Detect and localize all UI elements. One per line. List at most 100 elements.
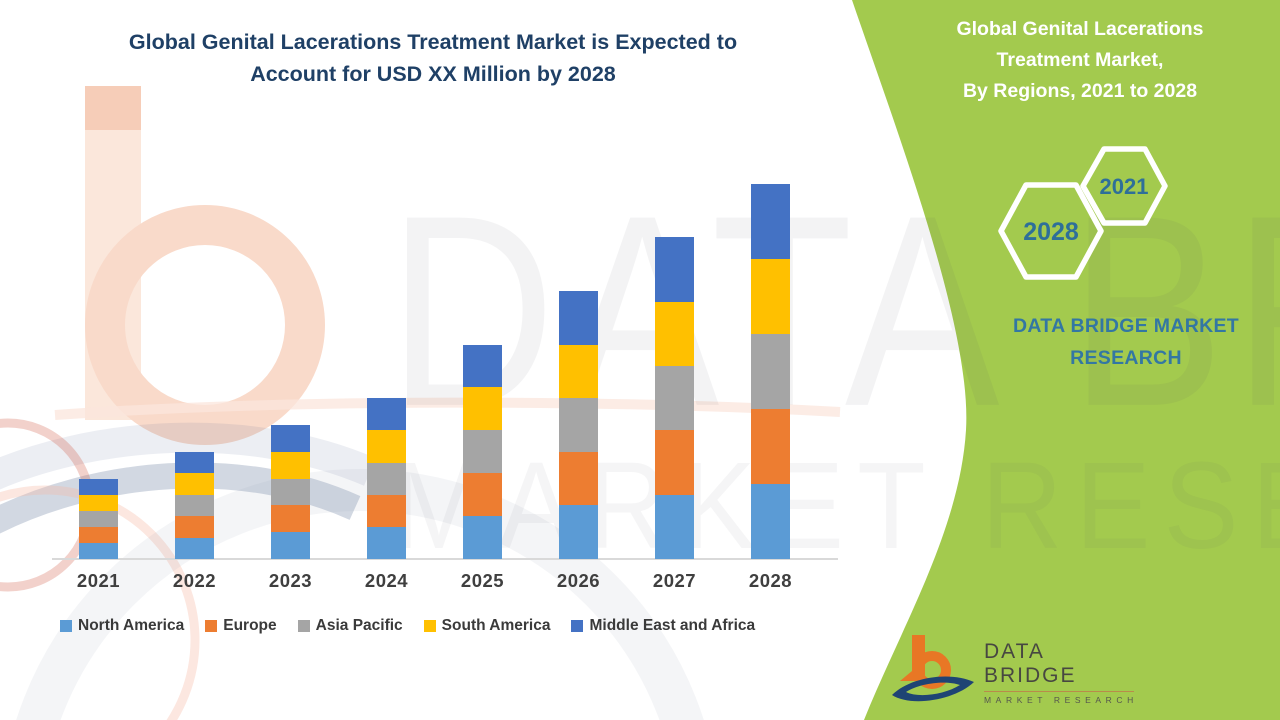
legend-item-europe: Europe [205,617,277,635]
logo-b-bowl [913,650,951,689]
legend-swatch-icon [297,620,310,632]
stacked-bar-2027 [655,237,694,559]
bar-segment-south-america [271,451,310,479]
side-panel-title-line1: Global Genital Lacerations [956,18,1204,40]
x-axis-label-2024: 2024 [364,570,409,591]
footer-brand-name: DATA BRIDGE [984,640,1134,692]
side-panel-title-line2: Treatment Market, [996,49,1164,71]
x-axis-label-2028: 2028 [748,570,793,591]
bar-segment-south-america [79,494,118,511]
bar-segment-asia-pacific [175,494,214,517]
x-axis-line [52,558,838,560]
bar-segment-middle-east-and-africa [655,237,694,302]
x-axis-label-2026: 2026 [556,570,601,591]
bar-segment-north-america [367,526,406,559]
bar-segment-europe [175,516,214,538]
stacked-bar-2025 [463,344,502,559]
bar-segment-south-america [175,473,214,495]
x-axis-label-2025: 2025 [460,570,505,591]
bar-segment-north-america [79,542,118,559]
bar-segment-middle-east-and-africa [175,451,214,474]
stacked-bar-2023 [271,425,310,559]
stacked-bar-2024 [367,398,406,559]
bar-segment-north-america [559,505,598,559]
bar-segment-south-america [463,387,502,431]
brand-caps-text: DATA BRIDGE MARKET RESEARCH [995,310,1257,374]
bar-segment-asia-pacific [559,398,598,452]
hexagon-2028 [998,182,1104,280]
bar-segment-asia-pacific [79,510,118,527]
chart-legend: North America Europe Asia Pacific South Ame… [60,617,755,635]
legend-swatch-icon [571,620,584,632]
stacked-bar-chart: 2021 2022 2023 2024 2025 2026 2027 2028 [52,183,838,591]
brand-caps-line2: RESEARCH [1070,347,1182,369]
stacked-bar-2028 [751,183,790,559]
legend-label: North America [78,617,185,634]
bar-segment-europe [463,473,502,517]
bar-segment-asia-pacific [751,333,790,409]
bar-segment-middle-east-and-africa [271,425,310,452]
bar-segment-europe [79,526,118,543]
bar-segment-south-america [367,430,406,463]
footer-brand-tagline: MARKET RESEARCH [984,695,1138,705]
bar-segment-middle-east-and-africa [559,291,598,345]
chart-main-title-line2: Account for USD XX Million by 2028 [250,62,616,86]
dbmr-footer-logo: DATA BRIDGE MARKET RESEARCH [890,632,1138,705]
x-axis-label-2023: 2023 [268,570,313,591]
dbmr-logo-mark [892,634,974,701]
hexagon-2021-label: 2021 [1100,174,1149,199]
brand-caps-line1: DATA BRIDGE MARKET [1012,315,1240,337]
legend-label: Europe [223,617,277,634]
legend-swatch-icon [60,620,72,632]
bar-segment-europe [271,505,310,533]
logo-swoosh [892,675,974,701]
ghost-text-watermark-line2: MARKET RESEARCH [392,436,1280,576]
bar-segment-middle-east-and-africa [79,478,118,495]
bar-segment-middle-east-and-africa [367,398,406,431]
legend-item-asia-pacific: Asia Pacific [297,617,403,635]
legend-item-north-america: North America [60,617,184,635]
bar-segment-middle-east-and-africa [751,183,790,259]
bar-segment-europe [751,408,790,484]
hexagon-2028-label: 2028 [1023,218,1079,246]
legend-item-south-america: South America [423,617,551,635]
logo-b-foot [900,670,912,681]
bar-segment-europe [559,451,598,506]
bar-segment-europe [655,430,694,495]
stacked-bar-2022 [175,451,214,559]
side-panel-title: Global Genital Lacerations Treatment Mar… [915,14,1245,107]
bar-segment-north-america [463,516,502,559]
year-hexagons: 2021 2028 [980,128,1210,313]
bar-segment-middle-east-and-africa [463,344,502,388]
bar-segment-asia-pacific [367,462,406,495]
bar-segment-north-america [271,532,310,559]
bar-segment-asia-pacific [463,430,502,474]
bar-segment-south-america [751,258,790,334]
bar-segment-north-america [751,483,790,559]
legend-label: Middle East and Africa [589,617,756,634]
bar-segment-south-america [655,301,694,367]
bar-segment-asia-pacific [655,366,694,431]
bar-segment-asia-pacific [271,478,310,506]
bar-segment-europe [367,494,406,527]
bar-segment-south-america [559,344,598,399]
ghost-text-watermark: DATA BRIDGE [388,159,1280,464]
legend-swatch-icon [205,620,218,632]
x-axis-label-2022: 2022 [172,570,217,591]
chart-main-title: Global Genital Lacerations Treatment Mar… [38,26,828,90]
x-axis-label-2027: 2027 [652,570,697,591]
x-axis-label-2021: 2021 [76,570,121,591]
legend-label: Asia Pacific [315,617,403,634]
chart-main-title-line1: Global Genital Lacerations Treatment Mar… [128,30,738,54]
stacked-bar-2021 [79,478,118,559]
hexagon-2021 [1080,146,1168,226]
legend-swatch-icon [423,620,436,632]
legend-item-middle-east-and-africa: Middle East and Africa [571,617,755,635]
bar-segment-north-america [175,537,214,559]
side-panel-title-line3: By Regions, 2021 to 2028 [962,80,1198,102]
legend-label: South America [441,617,551,634]
stacked-bar-2026 [559,291,598,559]
bar-segment-north-america [655,494,694,559]
footer-logo-text: DATA BRIDGE MARKET RESEARCH [984,632,1138,705]
